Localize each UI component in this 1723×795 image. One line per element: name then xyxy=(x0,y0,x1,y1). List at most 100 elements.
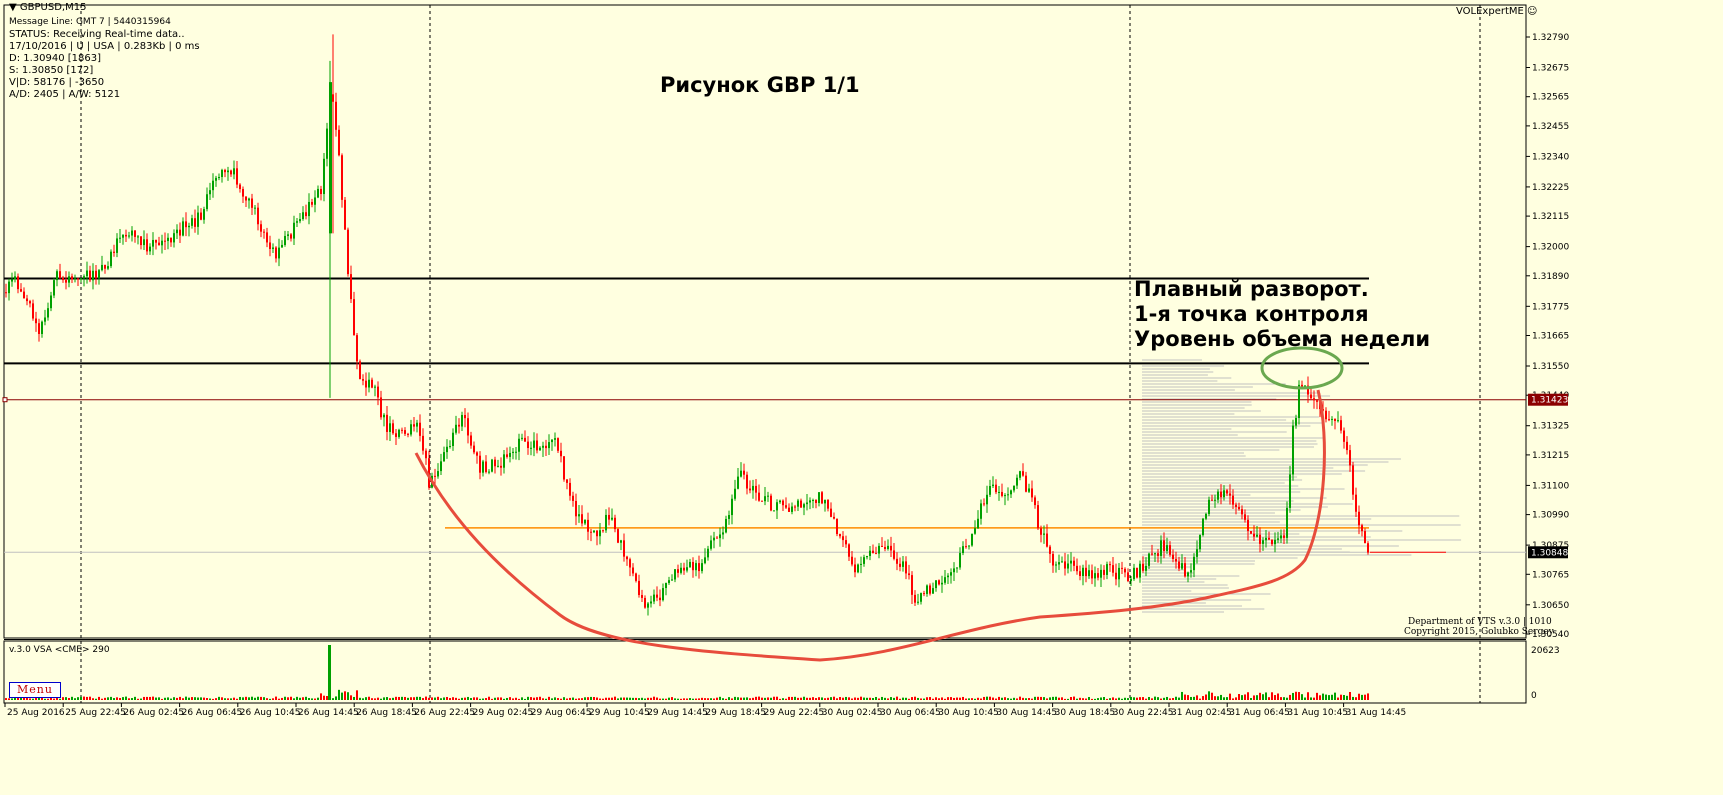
volume-bar xyxy=(1202,696,1204,700)
candle-body xyxy=(1007,494,1009,496)
volume-bar xyxy=(977,697,979,700)
volume-bar xyxy=(509,697,511,700)
candle-body xyxy=(1355,494,1357,512)
volume-bar xyxy=(1049,697,1051,700)
candle-body xyxy=(962,546,964,554)
candle-body xyxy=(437,471,439,477)
time-tick-label: 29 Aug 14:45 xyxy=(647,708,708,718)
candle-body xyxy=(1043,533,1045,535)
candle-body xyxy=(1343,430,1345,442)
candle-body xyxy=(665,582,667,589)
candle-body xyxy=(575,500,577,517)
candle-body xyxy=(1250,531,1252,534)
volume-bar xyxy=(1172,697,1174,700)
main-plot-frame xyxy=(3,4,1527,639)
time-tick-label: 31 Aug 06:45 xyxy=(1229,708,1290,718)
candle-body xyxy=(743,470,745,475)
candle-body xyxy=(191,218,193,226)
volume-bar xyxy=(74,698,76,700)
candle-body xyxy=(734,488,736,499)
candle-body xyxy=(38,323,40,334)
volume-bar xyxy=(695,698,697,700)
candle-body xyxy=(1271,539,1273,545)
volume-bar xyxy=(1094,698,1096,700)
candle-body xyxy=(833,516,835,519)
candle-body xyxy=(677,569,679,573)
volume-bar xyxy=(119,697,121,700)
volume-bar xyxy=(44,698,46,700)
candle-body xyxy=(53,280,55,296)
volume-bar xyxy=(482,698,484,700)
candle-body xyxy=(842,536,844,541)
volume-bar xyxy=(1292,692,1294,700)
volume-bar xyxy=(578,698,580,700)
candle-body xyxy=(773,510,775,512)
volume-bar xyxy=(908,698,910,700)
volume-bar xyxy=(950,697,952,700)
marker-price-tag-label: 1.31423 xyxy=(1531,396,1568,406)
volume-bar xyxy=(1346,695,1348,700)
volume-bar xyxy=(179,696,181,700)
volume-bar xyxy=(170,698,172,700)
volume-bar xyxy=(347,692,349,700)
candle-body xyxy=(1004,495,1006,497)
candle-body xyxy=(1211,499,1213,501)
volume-bar xyxy=(755,696,757,700)
candle-body xyxy=(125,234,127,237)
time-tick-label: 25 Aug 22:45 xyxy=(65,708,126,718)
candle-body xyxy=(719,534,721,539)
marker-price-handle xyxy=(2,397,8,403)
info-line-ad: A/D: 2405 | A/W: 5121 xyxy=(9,89,121,100)
volume-bar xyxy=(980,698,982,700)
volume-bar xyxy=(773,696,775,700)
candle-body xyxy=(836,518,838,535)
volume-bar xyxy=(1082,698,1084,700)
volume-bar xyxy=(383,697,385,700)
volume-bar xyxy=(107,697,109,700)
candle-body xyxy=(920,593,922,602)
candle-body xyxy=(554,438,556,440)
volume-bar xyxy=(893,697,895,700)
candle-body xyxy=(26,298,28,302)
volume-bar xyxy=(557,698,559,700)
candle-body xyxy=(215,177,217,181)
candle-body xyxy=(197,212,199,227)
volume-bar xyxy=(575,698,577,700)
candle-body xyxy=(143,239,145,246)
volume-bar xyxy=(1250,698,1252,700)
candle-body xyxy=(770,495,772,511)
candle-body xyxy=(1070,560,1072,564)
candle-body xyxy=(509,452,511,457)
volume-bar xyxy=(443,697,445,700)
grid-layer xyxy=(3,4,1527,704)
volume-bar xyxy=(224,698,226,700)
volume-bar xyxy=(1031,698,1033,700)
candle-body xyxy=(173,233,175,243)
volume-bar xyxy=(1364,694,1366,700)
menu-button[interactable]: Menu xyxy=(9,682,61,698)
candle-body xyxy=(701,563,703,572)
candle-body xyxy=(908,573,910,576)
volume-bar xyxy=(263,697,265,700)
candle-body xyxy=(371,379,373,388)
volume-bar xyxy=(653,696,655,700)
volume-bar xyxy=(1112,697,1114,700)
volume-bar xyxy=(1061,697,1063,700)
candle-body xyxy=(164,240,166,242)
candle-body xyxy=(1298,384,1300,419)
department-label: Department of VTS v.3.0 | 1010 xyxy=(1408,617,1552,627)
candle-body xyxy=(425,450,427,459)
candle-body xyxy=(1154,553,1156,555)
candle-body xyxy=(1046,533,1048,547)
candle-body xyxy=(725,518,727,533)
volume-bar xyxy=(539,696,541,700)
candle-body xyxy=(1001,491,1003,496)
volume-bar xyxy=(803,696,805,700)
volume-bar xyxy=(494,697,496,700)
volume-bar xyxy=(1166,696,1168,700)
dropdown-triangle-icon[interactable]: ▼ xyxy=(9,2,17,13)
symbol-title[interactable]: ▼ GBPUSD,M15 xyxy=(9,2,87,13)
volume-bar xyxy=(1019,696,1021,700)
candle-body xyxy=(206,194,208,210)
candle-body xyxy=(752,485,754,491)
